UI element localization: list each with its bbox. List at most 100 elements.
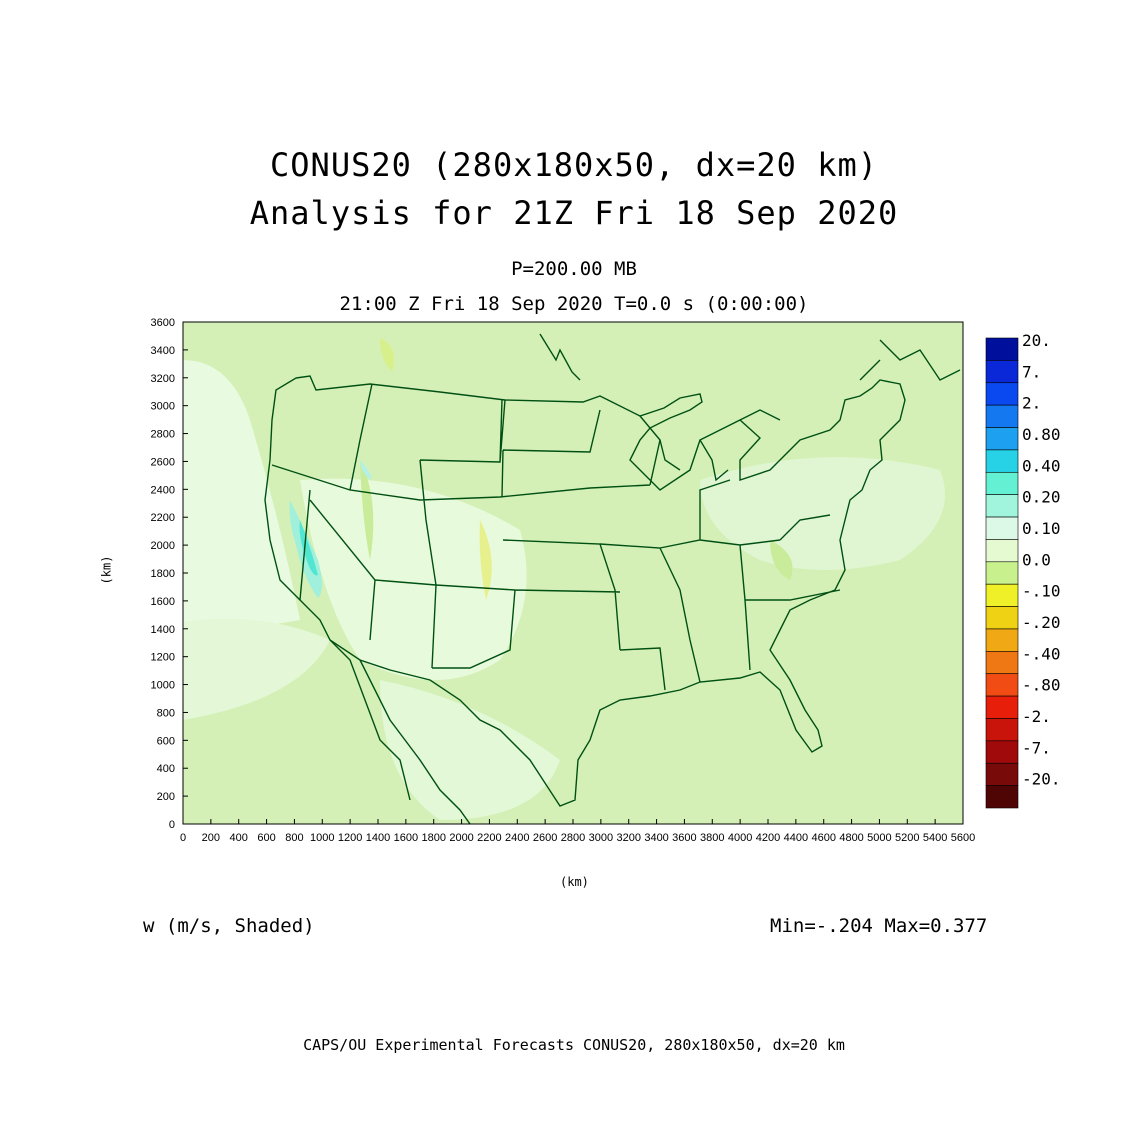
x-tick-label: 3800 xyxy=(700,832,724,844)
field-patch xyxy=(183,618,330,720)
field-patch xyxy=(380,680,560,820)
colorbar-swatch xyxy=(985,606,1019,630)
y-tick-label: 200 xyxy=(157,791,175,803)
colorbar-label: -.80 xyxy=(1022,676,1061,695)
x-tick-label: 400 xyxy=(230,832,248,844)
y-axis-unit: (km) xyxy=(99,555,114,585)
x-tick-label: 0 xyxy=(180,832,186,844)
y-axis: 0 200 400 600 800 1000 1200 1400 1600 1800 2000 220… xyxy=(151,317,188,831)
field-patch xyxy=(479,520,492,600)
us-outline xyxy=(264,375,906,807)
y-tick-label: 1400 xyxy=(151,624,175,636)
y-tick-label: 1000 xyxy=(151,680,175,692)
y-tick-label: 400 xyxy=(157,763,175,775)
y-tick-label: 3600 xyxy=(151,317,175,329)
colorbar-label: 7. xyxy=(1022,362,1041,381)
x-tick-label: 5400 xyxy=(923,832,947,844)
colorbar-label: 0.40 xyxy=(1022,456,1061,475)
colorbar-swatch xyxy=(985,360,1019,384)
colorbar-swatch xyxy=(985,337,1019,361)
field-patch xyxy=(183,360,300,640)
x-tick-label: 1600 xyxy=(394,832,418,844)
colorbar-swatch xyxy=(985,516,1019,540)
y-tick-label: 2200 xyxy=(151,512,175,524)
x-tick-label: 3600 xyxy=(672,832,696,844)
colorbar-swatch xyxy=(985,471,1019,495)
boundary-lines xyxy=(264,333,961,824)
field-patch xyxy=(360,460,372,480)
x-tick-label: 4200 xyxy=(756,832,780,844)
x-tick-label: 2400 xyxy=(505,832,529,844)
x-tick-label: 600 xyxy=(257,832,275,844)
colorbar-label: 0.80 xyxy=(1022,425,1061,444)
x-tick-label: 5200 xyxy=(895,832,919,844)
x-tick-label: 4000 xyxy=(728,832,752,844)
mexico-outline xyxy=(329,639,471,824)
x-tick-label: 4800 xyxy=(839,832,863,844)
colorbar-label: -2. xyxy=(1022,707,1051,726)
x-tick-label: 2200 xyxy=(477,832,501,844)
x-tick-label: 5600 xyxy=(951,832,975,844)
canada-lines xyxy=(539,333,961,482)
colorbar-label: 0.20 xyxy=(1022,488,1061,507)
x-tick-label: 1200 xyxy=(338,832,362,844)
plot-subtitle: Analysis for 21Z Fri 18 Sep 2020 xyxy=(249,194,899,232)
y-tick-label: 3400 xyxy=(151,345,175,357)
x-tick-label: 3200 xyxy=(616,832,640,844)
x-tick-label: 4600 xyxy=(811,832,835,844)
valid-time-label: 21:00 Z Fri 18 Sep 2020 T=0.0 s (0:00:00… xyxy=(339,293,809,315)
x-axis-unit: (km) xyxy=(560,875,589,889)
x-tick-label: 1000 xyxy=(310,832,334,844)
colorbar-label: -7. xyxy=(1022,738,1051,757)
vertical-velocity-shading xyxy=(183,322,963,824)
colorbar-swatch xyxy=(985,740,1019,764)
y-tick-label: 1200 xyxy=(151,652,175,664)
pressure-level-label: P=200.00 MB xyxy=(511,258,637,280)
colorbar-swatch xyxy=(985,404,1019,428)
y-tick-label: 3200 xyxy=(151,373,175,385)
colorbar-label: -.20 xyxy=(1022,613,1061,632)
colorbar-swatch xyxy=(985,695,1019,719)
colorbar-swatch xyxy=(985,583,1019,607)
y-tick-label: 1600 xyxy=(151,596,175,608)
variable-label: w (m/s, Shaded) xyxy=(143,915,315,937)
colorbar-swatch xyxy=(985,651,1019,675)
colorbar-label: 0.0 xyxy=(1022,550,1051,569)
x-tick-label: 800 xyxy=(285,832,303,844)
colorbar-swatch xyxy=(985,718,1019,742)
colorbar-swatch xyxy=(985,785,1019,809)
x-tick-label: 200 xyxy=(202,832,220,844)
colorbar-swatch xyxy=(985,382,1019,406)
x-tick-label: 4400 xyxy=(784,832,808,844)
colorbar-swatch xyxy=(985,427,1019,451)
colorbar-label: 0.10 xyxy=(1022,519,1061,538)
field-patch xyxy=(360,460,374,560)
y-tick-label: 800 xyxy=(157,707,175,719)
y-tick-label: 2800 xyxy=(151,429,175,441)
field-patch xyxy=(300,478,527,680)
colorbar-swatch xyxy=(985,494,1019,518)
colorbar: 20. 7. 2. 0.80 0.40 0.20 0.10 0.0 -.10 -.20 -.40 -.… xyxy=(985,331,1061,809)
y-tick-label: 2600 xyxy=(151,456,175,468)
footer-credit: CAPS/OU Experimental Forecasts CONUS20, … xyxy=(303,1036,845,1054)
colorbar-label: -.40 xyxy=(1022,644,1061,663)
state-lines xyxy=(271,383,841,691)
plot-title: CONUS20 (280x180x50, dx=20 km) xyxy=(270,146,878,184)
colorbar-label: -.10 xyxy=(1022,582,1061,601)
y-tick-label: 600 xyxy=(157,735,175,747)
x-tick-label: 3000 xyxy=(589,832,613,844)
colorbar-swatch xyxy=(985,628,1019,652)
colorbar-swatch xyxy=(985,539,1019,563)
colorbar-swatch xyxy=(985,762,1019,786)
field-patch xyxy=(299,520,318,576)
x-tick-label: 5000 xyxy=(867,832,891,844)
colorbar-label: 20. xyxy=(1022,331,1051,350)
x-tick-label: 1800 xyxy=(421,832,445,844)
y-tick-label: 3000 xyxy=(151,401,175,413)
field-patch xyxy=(380,338,395,372)
min-max-label: Min=-.204 Max=0.377 xyxy=(770,915,988,937)
x-tick-label: 2600 xyxy=(533,832,557,844)
colorbar-swatch xyxy=(985,673,1019,697)
x-tick-label: 1400 xyxy=(366,832,390,844)
